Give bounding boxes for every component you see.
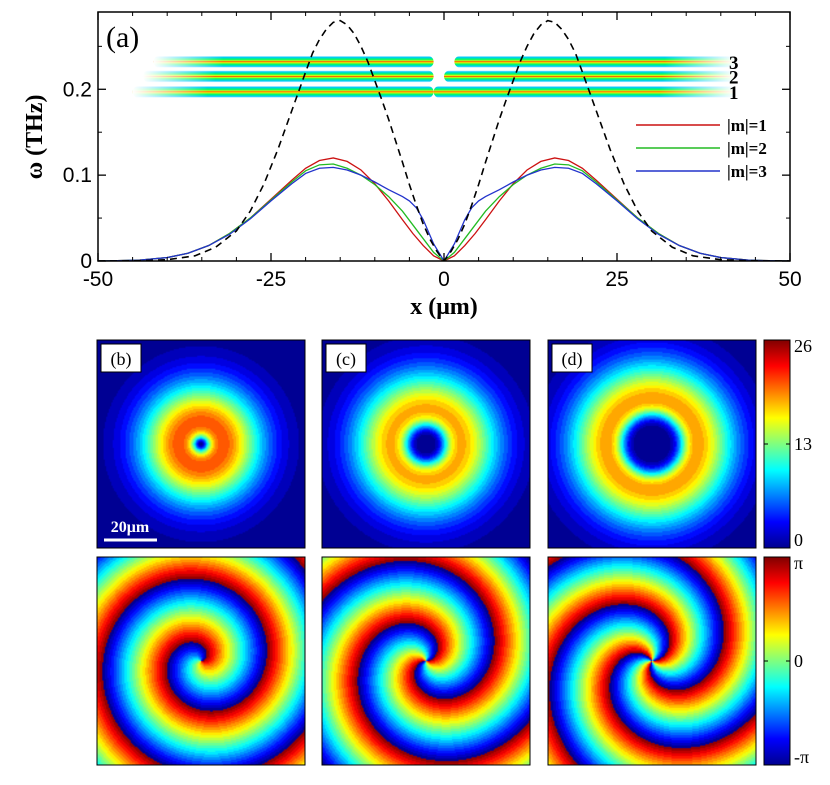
panel-label-box (325, 343, 367, 373)
legend-label: |m|=1 (727, 116, 767, 135)
mode-maps: (b) (c) (d) 20μm (96, 339, 757, 766)
panel-a-ticks: -50 -25 0 25 50 0 0.1 0.2 (63, 12, 802, 291)
panel-label: (c) (336, 349, 356, 370)
series-line-m2 (98, 163, 790, 261)
panel-a-content (98, 19, 790, 261)
mode-number-label: 3 (729, 53, 739, 74)
intensity-map-panel-b: (b) (96, 339, 306, 549)
x-tick-label: -25 (256, 268, 286, 291)
series-line-m3 (98, 166, 790, 261)
scale-bar: 20μm (104, 519, 157, 542)
series-line-m1 (98, 157, 790, 261)
y-tick-label: 0.1 (63, 164, 92, 187)
legend: |m|=1 |m|=2 |m|=3 (636, 116, 767, 181)
y-tick-label: 0.2 (63, 78, 92, 101)
intensity-map-frame (96, 339, 306, 549)
scale-bar-label: 20μm (111, 519, 150, 536)
phase-map-frame (547, 556, 757, 766)
panel-label: (d) (562, 349, 583, 370)
colorbar-tick-label: π (794, 553, 803, 573)
x-axis-label: x (μm) (410, 294, 478, 320)
y-tick-label: 0 (80, 250, 92, 273)
colorbar-tick-label: 13 (794, 434, 812, 454)
intensity-map-image (322, 340, 530, 548)
intensity-map-panel-d: (d) (547, 339, 757, 549)
intensity-map-image (97, 340, 305, 548)
intensity-map-image (548, 340, 756, 548)
y-axis-label: ω (THz) (22, 95, 48, 180)
phase-map-panel-b (96, 556, 306, 766)
colorbar-tick-label: -π (794, 747, 809, 767)
phase-map-image (548, 557, 756, 765)
intensity-colorbar: 26 13 0 (763, 336, 812, 550)
intensity-colorbar-ticks: 26 13 0 (764, 336, 812, 550)
mode-labels: 321 (729, 53, 739, 104)
x-tick-label: 50 (778, 268, 801, 291)
x-tick-label: 0 (438, 268, 450, 291)
panel-a-label: (a) (106, 21, 139, 54)
colorbar-tick-label: 0 (794, 651, 803, 671)
mode-stripe (153, 54, 434, 69)
phase-map-image (97, 557, 305, 765)
mode-stripe (433, 84, 735, 99)
phase-map-image (322, 557, 530, 765)
intensity-map-frame (547, 339, 757, 549)
panel-a: -50 -25 0 25 50 0 0.1 0.2 (a) x (μm) ω (THz) |m… (22, 11, 802, 320)
intensity-map-frame (321, 339, 531, 549)
intensity-map-panel-c: (c) (321, 339, 531, 549)
phase-map-panel-d (547, 556, 757, 766)
phase-colorbar-ticks: π 0 -π (764, 553, 809, 767)
panel-label: (b) (111, 349, 132, 370)
legend-label: |m|=3 (727, 162, 767, 181)
mode-number-label: 1 (729, 83, 739, 104)
mode-stripe (142, 69, 434, 84)
mode-stripe (454, 54, 735, 69)
x-tick-label: 25 (605, 268, 628, 291)
x-tick-label: -50 (83, 268, 113, 291)
intensity-colorbar-bar (763, 339, 791, 549)
panel-label-box (100, 343, 142, 373)
mode-stripe (132, 84, 434, 99)
panel-label-box (551, 343, 593, 373)
phase-map-frame (321, 556, 531, 766)
colorbar-tick-label: 26 (794, 336, 812, 356)
mode-number-label: 2 (729, 67, 739, 88)
panel-a-frame (97, 11, 791, 262)
phase-colorbar: π 0 -π (763, 553, 809, 767)
mode-stripe (444, 69, 735, 84)
colorbar-tick-label: 0 (794, 530, 803, 550)
phase-map-panel-c (321, 556, 531, 766)
legend-label: |m|=2 (727, 139, 767, 158)
phase-map-frame (96, 556, 306, 766)
